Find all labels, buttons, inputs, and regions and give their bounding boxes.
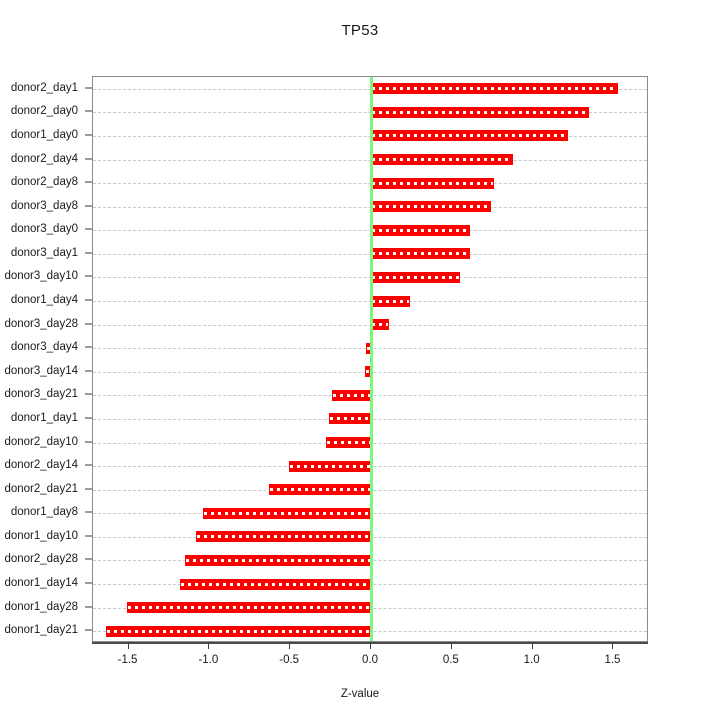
x-tick-label: -1.5 bbox=[117, 654, 138, 666]
x-tick-mark bbox=[127, 642, 129, 649]
x-tick-label: -1.0 bbox=[198, 654, 219, 666]
x-tick-mark bbox=[208, 642, 210, 649]
y-tick-mark bbox=[85, 606, 92, 608]
y-tick-label: donor2_day10 bbox=[4, 435, 78, 448]
y-tick-label: donor2_day0 bbox=[10, 105, 78, 118]
y-tick-mark bbox=[85, 488, 92, 490]
y-tick-mark bbox=[85, 370, 92, 372]
y-tick-label: donor3_day10 bbox=[4, 270, 78, 283]
y-tick-label: donor1_day28 bbox=[4, 600, 78, 613]
y-tick-label: donor3_day21 bbox=[4, 388, 78, 401]
y-tick-mark bbox=[85, 158, 92, 160]
x-axis-title: Z-value bbox=[340, 688, 380, 700]
y-tick-mark bbox=[85, 393, 92, 395]
y-tick-label: donor3_day0 bbox=[10, 223, 78, 236]
y-tick-mark bbox=[85, 417, 92, 419]
x-tick-label: 0.0 bbox=[362, 654, 378, 666]
y-tick-label: donor1_day10 bbox=[4, 529, 78, 542]
y-tick-label: donor3_day8 bbox=[10, 199, 78, 212]
y-tick-mark bbox=[85, 87, 92, 89]
y-tick-mark bbox=[85, 582, 92, 584]
y-tick-label: donor1_day8 bbox=[10, 506, 78, 519]
plot-area bbox=[92, 76, 648, 642]
y-tick-mark bbox=[85, 441, 92, 443]
y-tick-mark bbox=[85, 228, 92, 230]
y-tick-mark bbox=[85, 323, 92, 325]
x-tick-mark bbox=[450, 642, 452, 649]
y-tick-label: donor3_day1 bbox=[10, 246, 78, 259]
y-tick-mark bbox=[85, 110, 92, 112]
y-tick-label: donor3_day28 bbox=[4, 317, 78, 330]
y-tick-mark bbox=[85, 558, 92, 560]
y-tick-mark bbox=[85, 511, 92, 513]
x-axis: -1.5 -1.0 -0.5 0.0 0.5 1.0 1.5 bbox=[92, 642, 648, 682]
y-axis: donor2_day1 donor2_day0 donor1_day0 donor2_… bbox=[0, 76, 92, 642]
chart-title: TP53 bbox=[341, 22, 379, 39]
y-tick-label: donor2_day28 bbox=[4, 553, 78, 566]
y-tick-label: donor3_day4 bbox=[10, 341, 78, 354]
y-tick-mark bbox=[85, 299, 92, 301]
y-tick-label: donor1_day0 bbox=[10, 128, 78, 141]
x-tick-label: -0.5 bbox=[279, 654, 300, 666]
zero-reference-line bbox=[369, 77, 373, 641]
x-tick-mark bbox=[612, 642, 614, 649]
y-tick-label: donor1_day14 bbox=[4, 577, 78, 590]
y-tick-label: donor2_day1 bbox=[10, 81, 78, 94]
zero-reference-layer bbox=[93, 77, 647, 641]
bar-series bbox=[93, 77, 647, 641]
x-tick-label: 1.5 bbox=[604, 654, 621, 666]
y-tick-label: donor1_day21 bbox=[4, 624, 78, 637]
y-tick-mark bbox=[85, 205, 92, 207]
x-tick-label: 0.5 bbox=[442, 654, 459, 666]
x-tick-mark bbox=[531, 642, 533, 649]
y-tick-label: donor1_day4 bbox=[10, 294, 78, 307]
y-tick-mark bbox=[85, 275, 92, 277]
y-tick-label: donor1_day1 bbox=[10, 411, 78, 424]
y-tick-mark bbox=[85, 535, 92, 537]
y-tick-label: donor3_day14 bbox=[4, 364, 78, 377]
y-tick-mark bbox=[85, 181, 92, 183]
y-tick-mark bbox=[85, 629, 92, 631]
y-tick-mark bbox=[85, 464, 92, 466]
y-tick-label: donor2_day21 bbox=[4, 482, 78, 495]
y-tick-label: donor2_day14 bbox=[4, 459, 78, 472]
y-tick-label: donor2_day8 bbox=[10, 176, 78, 189]
y-tick-mark bbox=[85, 134, 92, 136]
x-tick-label: 1.0 bbox=[523, 654, 540, 666]
y-tick-mark bbox=[85, 346, 92, 348]
y-tick-label: donor2_day4 bbox=[10, 152, 78, 165]
x-tick-mark bbox=[370, 642, 371, 649]
x-tick-mark bbox=[289, 642, 291, 649]
y-tick-mark bbox=[85, 252, 92, 254]
